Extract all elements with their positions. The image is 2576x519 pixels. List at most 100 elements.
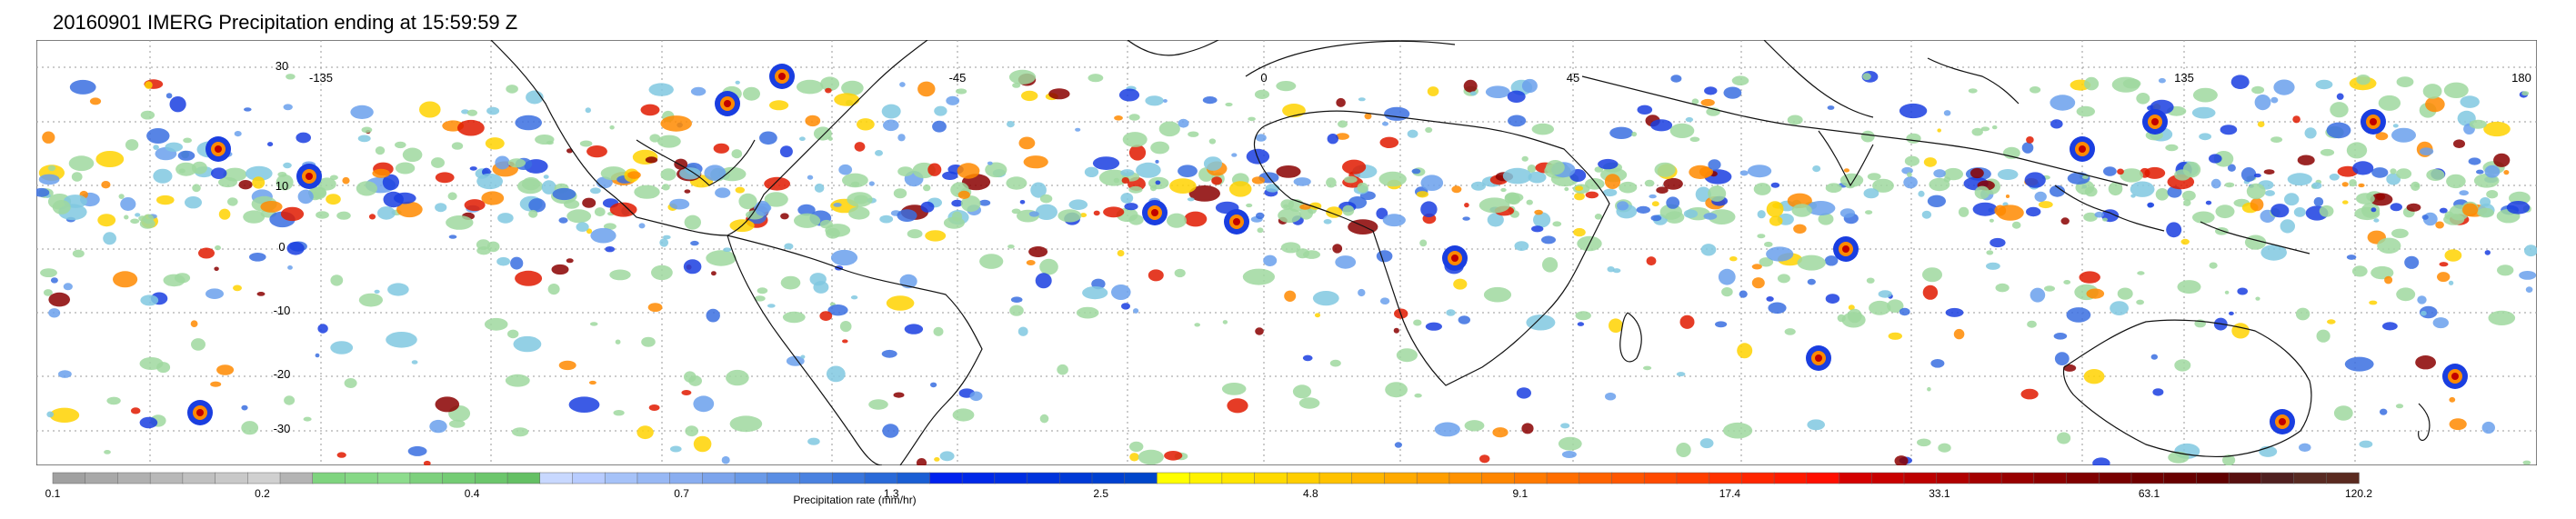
- precip-cell: [89, 97, 102, 105]
- precip-cell: [839, 321, 852, 333]
- precip-cell: [435, 396, 460, 413]
- legend-tick-label: 0.7: [674, 487, 689, 500]
- precip-cell: [881, 349, 897, 358]
- precip-cell: [1533, 212, 1551, 228]
- precip-cell: [2371, 265, 2394, 280]
- precip-cell: [706, 250, 737, 266]
- precip-cell: [2192, 211, 2215, 224]
- precip-cell: [1222, 320, 1228, 324]
- precip-cell: [249, 253, 266, 262]
- precip-cell: [216, 364, 235, 375]
- precip-cell: [2341, 182, 2349, 187]
- precip-cell: [634, 185, 660, 199]
- precip-cell: [662, 235, 671, 240]
- precip-cell: [1188, 185, 1221, 202]
- precip-cell: [1560, 423, 1570, 429]
- precip-cell: [1666, 196, 1680, 209]
- precip-cell: [2349, 179, 2357, 187]
- precip-cell: [1167, 213, 1187, 228]
- precip-cell: [2229, 311, 2234, 315]
- legend-label: Precipitation rate (mm/hr): [793, 494, 916, 506]
- precip-cell: [613, 410, 625, 416]
- precip-cell: [42, 131, 55, 144]
- precip-cell: [1416, 191, 1428, 198]
- precip-cell: [1103, 206, 1125, 218]
- precip-cell: [1739, 290, 1748, 298]
- precip-cell: [1138, 449, 1164, 465]
- precip-cell: [49, 407, 80, 423]
- precip-cell: [1649, 194, 1657, 199]
- precip-cell: [2110, 301, 2130, 315]
- precip-cell: [1894, 455, 1909, 465]
- precip-cell: [2057, 432, 2071, 444]
- precip-cell: [841, 80, 864, 96]
- precip-cell: [576, 222, 589, 232]
- precip-cell: [1700, 244, 1717, 256]
- precip-cell: [2382, 322, 2398, 331]
- precip-cell: [1487, 213, 1504, 227]
- precip-cell: [757, 287, 768, 294]
- precip-cell: [1184, 211, 1208, 227]
- precip-cell: [1246, 148, 1270, 165]
- precip-cell: [934, 105, 947, 116]
- precip-cell: [153, 145, 159, 150]
- precip-cell: [648, 83, 674, 96]
- precip-cell: [1751, 277, 1765, 289]
- legend-swatch: [734, 472, 768, 484]
- precip-cell: [1006, 176, 1027, 190]
- precip-cell: [638, 223, 646, 229]
- precip-cell: [847, 192, 873, 207]
- precip-cell: [1654, 162, 1676, 177]
- precip-cell: [2448, 280, 2454, 285]
- precip-cell: [2380, 408, 2388, 415]
- precip-cell: [1364, 113, 1372, 120]
- precip-cell: [1500, 187, 1507, 193]
- precip-cell: [1163, 99, 1168, 103]
- precip-cell: [2180, 238, 2190, 245]
- precip-cell: [165, 93, 173, 99]
- precip-cell: [857, 118, 875, 131]
- precip-cell: [1342, 159, 1367, 175]
- precip-cell: [1777, 274, 1790, 284]
- legend-swatch: [2099, 472, 2132, 484]
- precip-cell: [1766, 296, 1774, 302]
- precip-cell: [1128, 145, 1147, 161]
- legend-swatch: [1157, 472, 1190, 484]
- precip-cell: [2254, 95, 2271, 111]
- precip-cell: [476, 239, 491, 250]
- precip-cell: [357, 135, 371, 143]
- precip-cell: [466, 109, 477, 116]
- precip-cell: [303, 416, 312, 422]
- precip-cell: [1899, 103, 1928, 119]
- precip-cell: [2117, 287, 2133, 300]
- precip-cell: [1323, 219, 1332, 225]
- precip-cell: [326, 194, 341, 205]
- precip-cell: [2183, 199, 2191, 206]
- precip-cell: [1609, 126, 1633, 139]
- precip-cell: [68, 155, 95, 172]
- precip-cell: [640, 104, 660, 116]
- precip-cell: [2413, 184, 2421, 188]
- precip-cell: [1379, 136, 1399, 148]
- precip-cell: [715, 187, 731, 198]
- precip-cell: [1203, 156, 1223, 171]
- precip-cell: [2293, 207, 2306, 217]
- precip-cell: [1035, 204, 1057, 220]
- precip-cell: [256, 292, 266, 296]
- storm-core: [724, 100, 731, 107]
- lat-label: -20: [274, 367, 291, 381]
- precip-cell: [875, 150, 883, 156]
- precip-cell: [451, 142, 464, 150]
- precip-cell: [135, 213, 141, 217]
- precip-cell: [383, 191, 404, 208]
- precip-cell: [1848, 304, 1855, 311]
- precip-cell: [1770, 182, 1780, 188]
- legend-swatch: [1318, 472, 1353, 484]
- legend-swatch: [506, 472, 541, 484]
- legend-swatch: [1514, 472, 1548, 484]
- precip-cell: [429, 419, 447, 434]
- precip-cell: [813, 126, 832, 141]
- precip-cell: [1057, 364, 1068, 375]
- precip-cell: [897, 166, 914, 177]
- legend-swatch: [1936, 472, 1970, 484]
